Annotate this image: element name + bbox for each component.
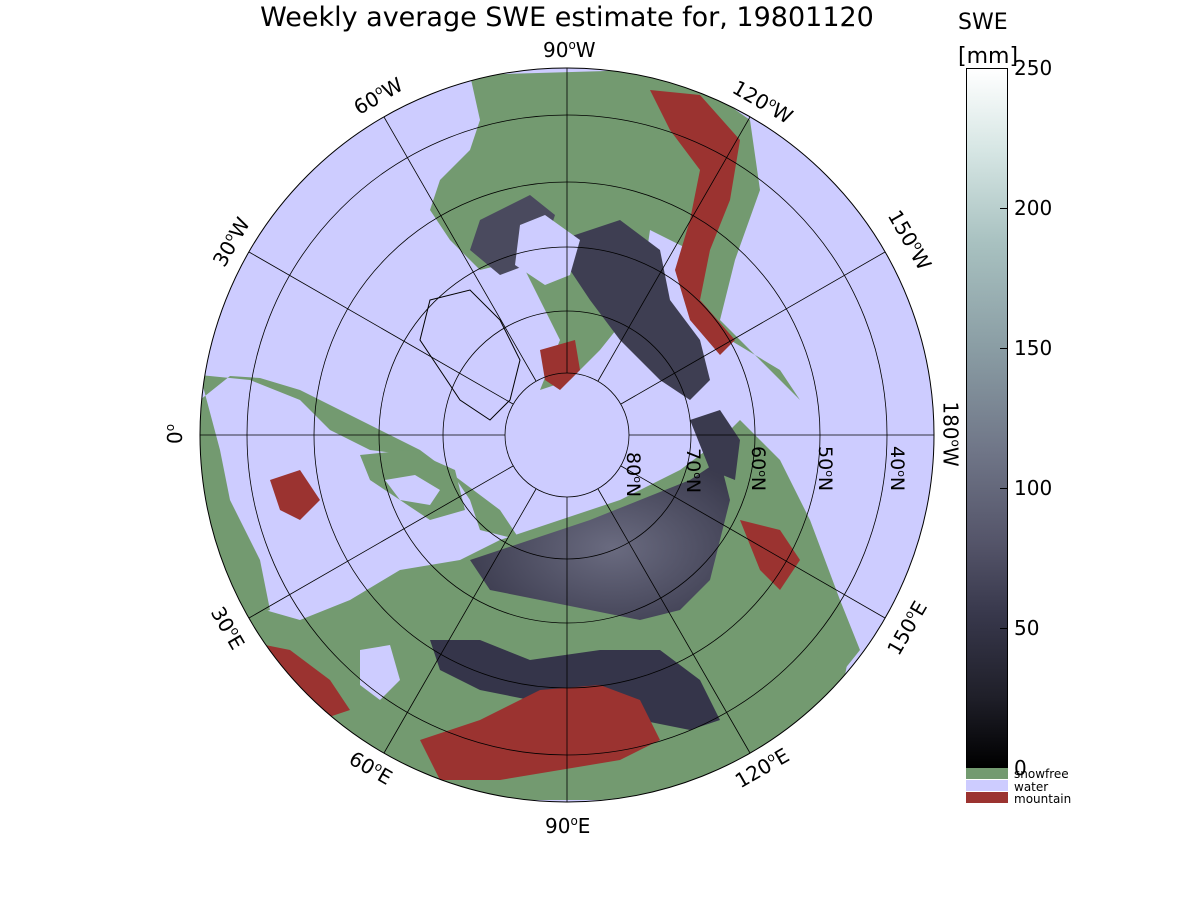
lat-label-60n: 60oN <box>747 446 769 492</box>
legend-label-mountain: mountain <box>1014 792 1072 806</box>
central-asia-snow <box>430 640 720 730</box>
lat-label-80n: 80oN <box>622 452 644 498</box>
swe-colorbar <box>966 68 1008 768</box>
east-siberia-snow <box>690 410 740 480</box>
colorbar-tick-label: 150 <box>1014 336 1053 360</box>
baffin-mountain <box>540 340 580 390</box>
meridian-120e <box>597 488 751 754</box>
colorbar-tick-mark <box>1000 628 1008 629</box>
lat-label-70n: 70oN <box>682 448 704 494</box>
lon-label-90e: 90oE <box>545 814 591 838</box>
rockies-mountain <box>650 90 740 355</box>
colorbar-tick-mark <box>1000 208 1008 209</box>
meridian-30e <box>248 465 514 619</box>
colorbar-tick-label: 0 <box>1014 756 1027 780</box>
himalaya-mountain <box>420 685 660 780</box>
legend-label-snowfree: snowfree <box>1014 767 1069 781</box>
meridian-60w <box>383 116 537 382</box>
baltic-water <box>385 475 440 505</box>
colorbar-tick-mark <box>1000 68 1008 69</box>
colorbar-tick-label: 250 <box>1014 56 1053 80</box>
map-disc <box>200 68 934 802</box>
meridian-30w <box>248 251 514 405</box>
kamchatka-mountain <box>740 520 800 590</box>
map-boundary <box>199 67 935 803</box>
lat-label-50n: 50oN <box>814 446 836 492</box>
map-title: Weekly average SWE estimate for, 1980112… <box>260 2 874 33</box>
legend-swatch-snowfree <box>966 768 1008 779</box>
colorbar-tick-label: 100 <box>1014 476 1053 500</box>
colorbar-tick-mark <box>1000 348 1008 349</box>
lon-label-0: 0o <box>163 423 188 445</box>
legend-label-water: water <box>1014 780 1049 794</box>
legend-swatch-water <box>966 780 1008 791</box>
legend-swatch-mountain <box>966 792 1008 803</box>
colorbar-title-line2: [mm] <box>958 44 1019 70</box>
lat-label-40n: 40oN <box>886 446 908 492</box>
north-america-snow <box>560 220 710 400</box>
hudson-bay <box>515 215 580 285</box>
graticule <box>200 68 934 802</box>
lon-label-90w: 90oW <box>543 38 596 62</box>
meridian-60e <box>383 488 537 754</box>
meridian-150w <box>620 251 886 405</box>
alps-mountain <box>270 470 320 520</box>
colorbar-tick-label: 200 <box>1014 196 1053 220</box>
meridian-150e <box>620 465 886 619</box>
colorbar-title-line1: SWE <box>958 10 1008 35</box>
colorbar-tick-label: 50 <box>1014 616 1040 640</box>
lon-label-180w: 180oW <box>938 401 963 467</box>
siberia-snow <box>470 460 730 620</box>
colorbar-title: SWE [mm] <box>958 6 1018 74</box>
colorbar-tick-mark <box>1000 488 1008 489</box>
caspian-water <box>360 645 400 700</box>
greenland-outline <box>419 289 521 421</box>
meridian-120w <box>597 116 751 382</box>
